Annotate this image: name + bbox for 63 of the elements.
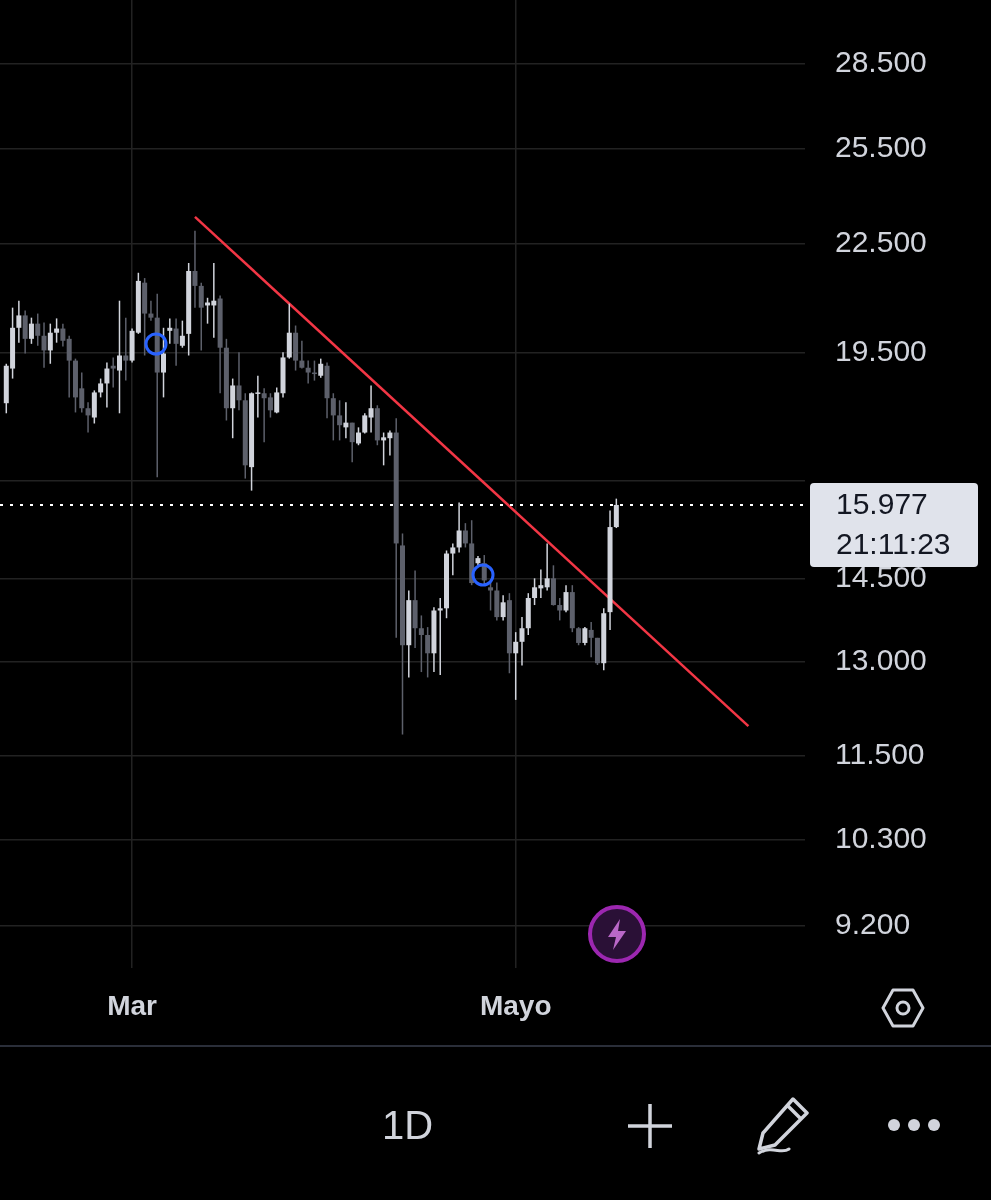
candlestick — [173, 317, 179, 367]
candlestick — [41, 321, 47, 369]
candlestick — [230, 377, 236, 439]
x-tick-label: Mar — [107, 989, 158, 1021]
y-tick-label: 14.500 — [835, 560, 927, 594]
text: 21:11:23 — [836, 527, 951, 561]
candlestick — [588, 621, 594, 659]
candlestick — [456, 501, 462, 554]
candlestick — [318, 357, 324, 379]
candlestick — [544, 542, 550, 592]
candlestick — [198, 281, 204, 352]
candlestick — [167, 317, 173, 345]
candlestick — [148, 299, 154, 322]
candlestick — [563, 584, 569, 613]
y-tick-label: 10.300 — [835, 820, 927, 854]
candlestick — [66, 335, 72, 399]
candlestick — [47, 322, 53, 365]
candlestick — [104, 361, 110, 409]
candlestick — [299, 340, 305, 370]
candlestick — [54, 317, 60, 344]
candlestick — [582, 626, 588, 646]
text: 1D — [382, 1102, 434, 1148]
candlestick — [488, 581, 494, 612]
candlestick — [337, 399, 343, 442]
candlestick — [192, 229, 198, 309]
candlestick — [123, 316, 129, 382]
candlestick — [85, 401, 91, 434]
candlestick — [418, 614, 424, 673]
candlestick — [305, 359, 311, 385]
candlestick — [576, 626, 582, 646]
candlestick — [330, 392, 336, 442]
y-tick-label: 9.200 — [835, 906, 911, 940]
candlestick — [557, 597, 563, 622]
candlestick — [274, 386, 280, 415]
candlestick — [349, 421, 355, 463]
candlestick — [519, 616, 525, 667]
candlestick — [368, 384, 374, 434]
candlestick — [28, 316, 34, 345]
candlestick — [161, 327, 167, 399]
candlestick — [450, 542, 456, 576]
candlestick — [437, 597, 443, 676]
candlestick — [16, 299, 22, 344]
candlestick — [22, 309, 28, 355]
candlestick — [513, 631, 519, 701]
candlestick — [613, 497, 619, 529]
candlestick — [60, 322, 66, 348]
candlestick — [179, 319, 185, 349]
y-tick-label: 28.500 — [835, 45, 927, 79]
candlestick — [110, 356, 116, 389]
y-tick-label: 13.000 — [835, 643, 927, 677]
y-tick-label: 11.500 — [835, 736, 925, 770]
y-tick-label: 22.500 — [835, 225, 927, 259]
candlestick — [116, 299, 122, 415]
candlestick — [462, 522, 468, 549]
candlestick — [35, 312, 41, 347]
candlestick — [98, 377, 104, 399]
candlestick — [425, 626, 431, 679]
y-tick-label: 19.500 — [835, 334, 927, 368]
y-tick-label: 25.500 — [835, 130, 927, 164]
ref-line-label: 15.977 — [836, 487, 928, 521]
x-tick-label: Mayo — [479, 989, 552, 1021]
candlestick — [500, 594, 506, 622]
candlestick — [236, 351, 242, 412]
